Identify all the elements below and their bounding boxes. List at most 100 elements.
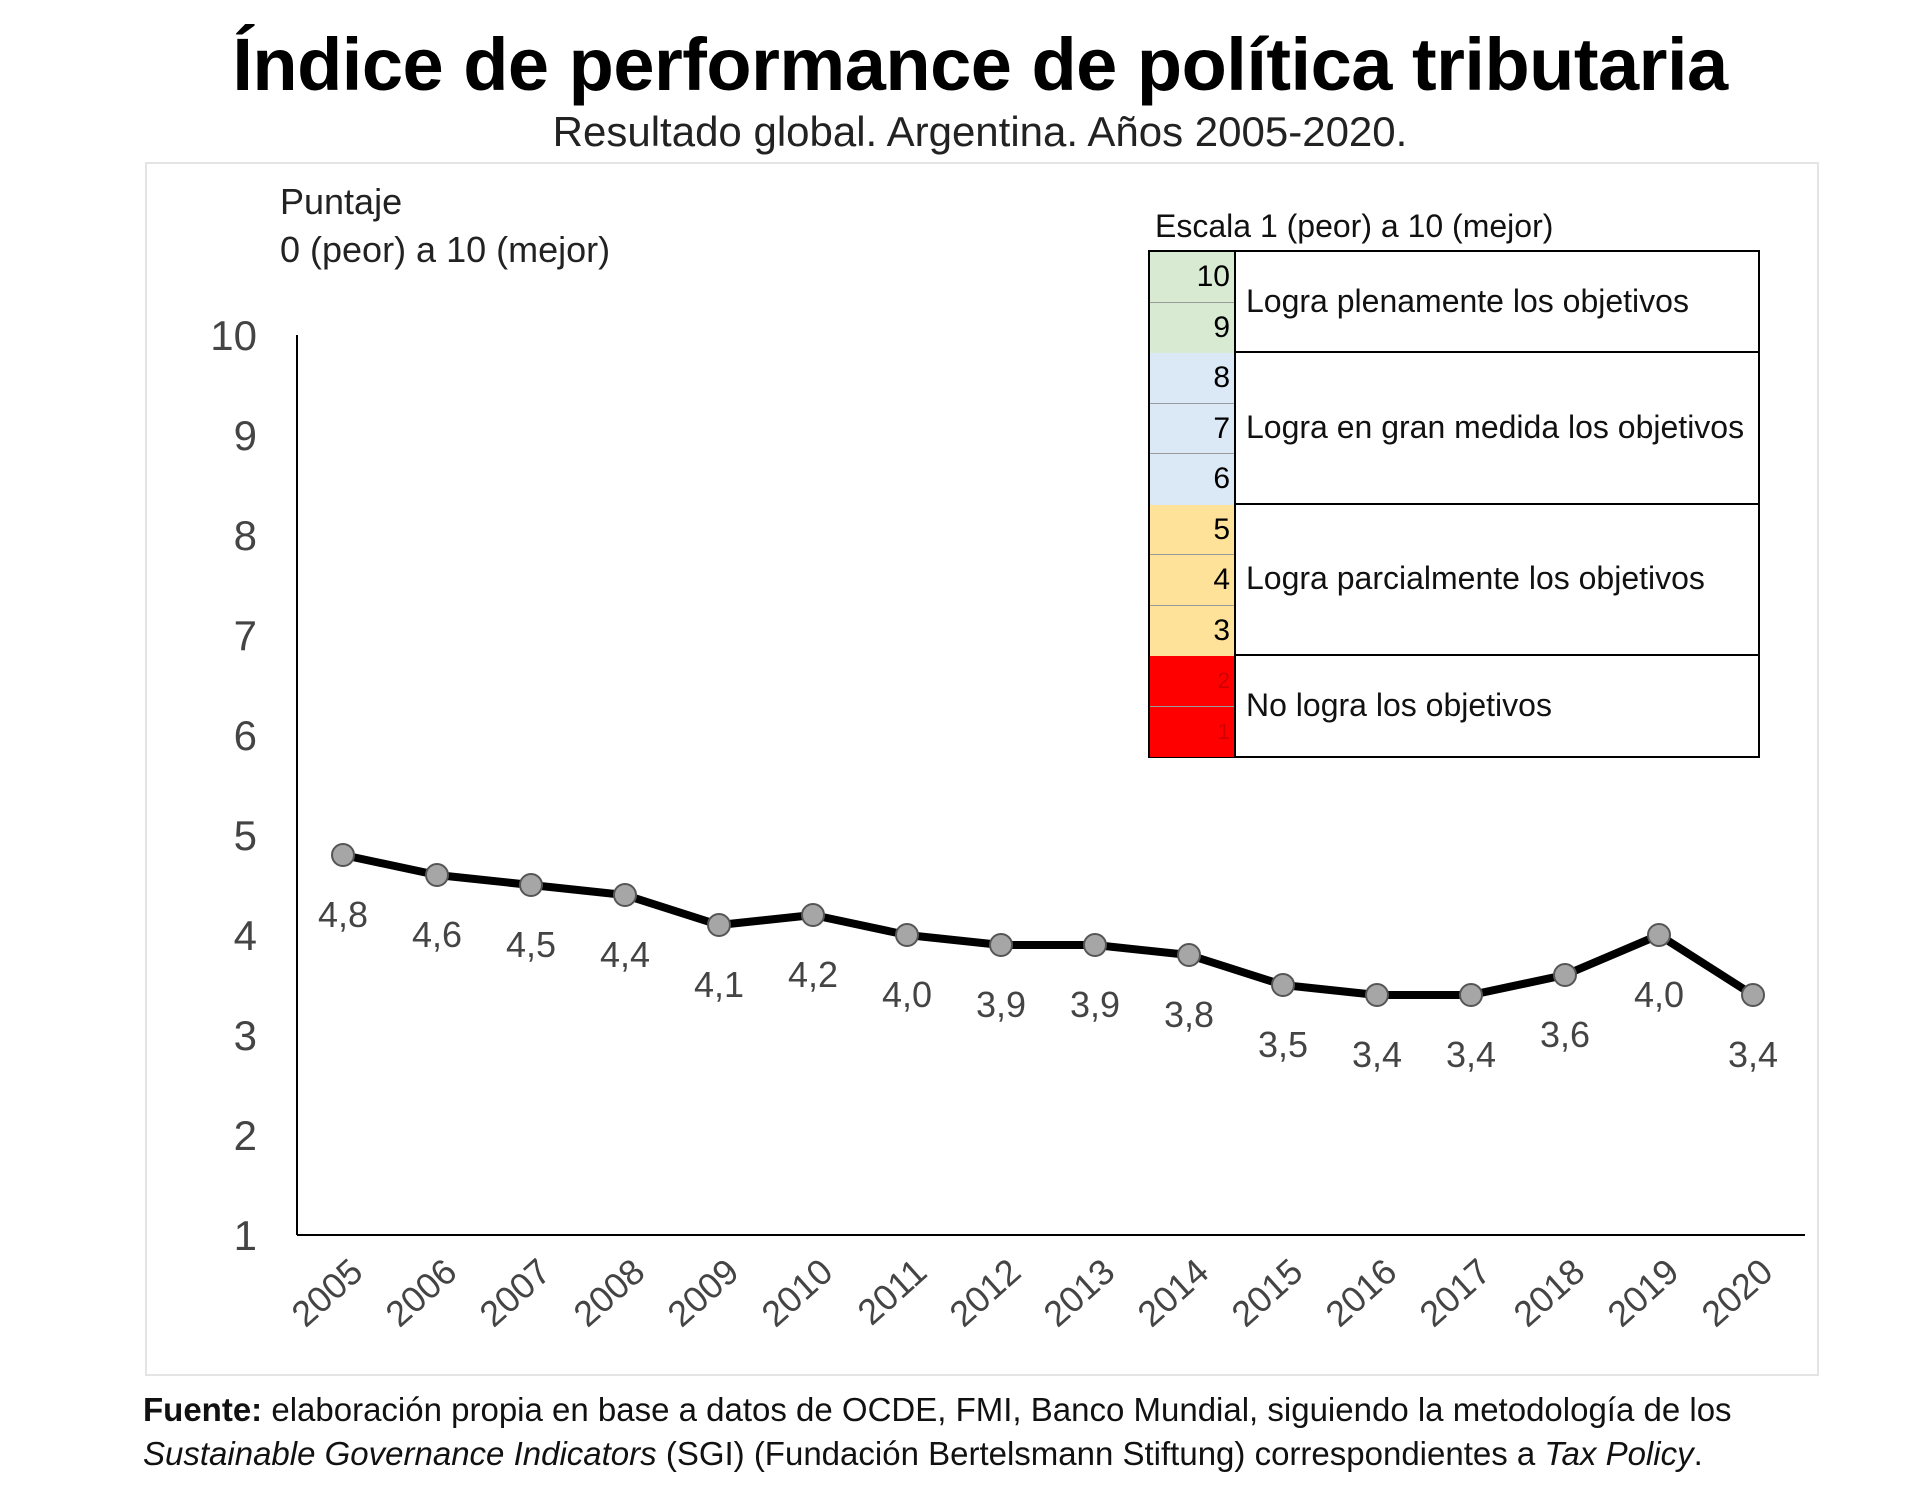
data-label: 4,0: [882, 974, 932, 1015]
legend-swatch-column: 10 9: [1150, 252, 1236, 353]
y-axis-label-line-2: 0 (peor) a 10 (mejor): [280, 229, 611, 270]
x-tick-label: 2008: [565, 1250, 652, 1334]
data-point: [1177, 943, 1201, 967]
legend-label: Logra en gran medida los objetivos: [1246, 408, 1745, 445]
legend-score-cell: 5: [1150, 504, 1234, 555]
y-tick-label: 3: [234, 1012, 257, 1059]
legend-group: 2 1 No logra los objetivos: [1150, 656, 1760, 757]
y-tick-label: 8: [234, 512, 257, 559]
legend-label: No logra los objetivos: [1246, 686, 1552, 723]
y-tick-label: 4: [234, 912, 257, 959]
legend-group: 8 7 6 Logra en gran medida los objetivos: [1150, 353, 1760, 505]
data-point: [1271, 973, 1295, 997]
y-tick-label: 1: [234, 1212, 257, 1259]
axes: [296, 335, 1805, 1236]
series-line: [342, 851, 1756, 999]
x-tick-label: 2017: [1411, 1250, 1498, 1334]
data-point: [1741, 983, 1765, 1007]
legend-score-cell: 6: [1150, 454, 1234, 505]
y-tick-label: 5: [234, 812, 257, 859]
source-note: Fuente: elaboración propia en base a dat…: [143, 1388, 1883, 1476]
y-tick-labels: 1 2 3 4 5 6 7 8 9 10: [210, 312, 257, 1259]
y-tick-label: 9: [234, 412, 257, 459]
data-point: [1647, 923, 1671, 947]
legend-score-cell: 10: [1150, 252, 1234, 303]
data-point: [707, 913, 731, 937]
legend-group: 5 4 3 Logra parcialmente los objetivos: [1150, 504, 1760, 656]
y-axis-label: Puntaje 0 (peor) a 10 (mejor): [280, 178, 610, 274]
source-text-2: (SGI) (Fundación Bertelsmann Stiftung) c…: [656, 1435, 1545, 1472]
legend-group: 10 9 Logra plenamente los objetivos: [1150, 252, 1760, 353]
x-tick-label: 2009: [659, 1250, 746, 1334]
data-label: 3,5: [1258, 1024, 1308, 1065]
data-label: 3,8: [1164, 994, 1214, 1035]
data-labels: 4,8 4,6 4,5 4,4 4,1 4,2 4,0 3,9 3,9 3,8 3,5 3,4 3,4 3…: [318, 894, 1778, 1075]
data-point: [1083, 933, 1107, 957]
data-label: 4,2: [788, 954, 838, 995]
legend-score-cell: 1: [1150, 706, 1234, 757]
x-tick-label: 2015: [1223, 1250, 1310, 1334]
source-italic-2: Tax Policy: [1544, 1435, 1694, 1472]
y-tick-label: 6: [234, 712, 257, 759]
x-tick-label: 2011: [849, 1250, 934, 1332]
x-tick-label: 2007: [471, 1250, 558, 1334]
data-point: [519, 873, 543, 897]
data-point: [1459, 983, 1483, 1007]
x-tick-label: 2013: [1035, 1250, 1122, 1334]
legend-score-cell: 9: [1150, 302, 1234, 353]
source-text-1: elaboración propia en base a datos de OC…: [262, 1391, 1732, 1428]
data-label: 3,4: [1352, 1034, 1402, 1075]
x-tick-label: 2020: [1693, 1250, 1780, 1334]
x-tick-label: 2010: [753, 1250, 840, 1334]
legend-score-cell: 3: [1150, 605, 1234, 656]
legend-title: Escala 1 (peor) a 10 (mejor): [1155, 208, 1554, 244]
data-points: [331, 843, 1765, 1007]
x-tick-label: 2006: [377, 1250, 464, 1334]
data-label: 3,6: [1540, 1014, 1590, 1055]
source-italic-1: Sustainable Governance Indicators: [143, 1435, 657, 1472]
data-point: [1553, 963, 1577, 987]
legend-score-cell: 2: [1150, 656, 1234, 707]
legend-score-cell: 7: [1150, 403, 1234, 454]
legend-label: Logra parcialmente los objetivos: [1246, 560, 1705, 597]
data-point: [425, 863, 449, 887]
x-tick-label: 2005: [283, 1250, 370, 1334]
data-label: 3,9: [976, 984, 1026, 1025]
data-point: [331, 843, 355, 867]
x-tick-label: 2018: [1505, 1250, 1592, 1334]
data-label: 4,6: [412, 914, 462, 955]
source-end: .: [1693, 1435, 1703, 1472]
data-label: 3,4: [1446, 1034, 1496, 1075]
data-label: 4,4: [600, 934, 650, 975]
legend-label: Logra plenamente los objetivos: [1246, 282, 1689, 319]
chart-title: Índice de performance de política tribut…: [232, 23, 1728, 106]
legend-score-cell: 8: [1150, 353, 1234, 404]
y-axis-label-line-1: Puntaje: [280, 181, 403, 222]
x-tick-label: 2019: [1599, 1250, 1686, 1334]
data-point: [895, 923, 919, 947]
legend: 10 9 Logra plenamente los objetivos 8 7 6 Logr…: [1148, 250, 1760, 758]
data-point: [613, 883, 637, 907]
data-label: 4,5: [506, 924, 556, 965]
data-label: 3,4: [1728, 1034, 1778, 1075]
data-point: [989, 933, 1013, 957]
y-tick-label: 10: [210, 312, 257, 359]
chart-subtitle: Resultado global. Argentina. Años 2005-2…: [552, 108, 1408, 155]
legend-score-cell: 4: [1150, 555, 1234, 606]
data-label: 4,1: [694, 964, 744, 1005]
x-tick-labels: 2005 2006 2007 2008 2009 2010 2011 2012 2013 2014…: [283, 1250, 1780, 1334]
x-tick-label: 2012: [941, 1250, 1028, 1334]
x-tick-label: 2014: [1129, 1250, 1216, 1334]
x-tick-label: 2016: [1317, 1250, 1404, 1334]
y-tick-label: 2: [234, 1112, 257, 1159]
y-tick-label: 7: [234, 612, 257, 659]
source-label: Fuente:: [143, 1391, 263, 1428]
data-point: [1365, 983, 1389, 1007]
data-label: 4,0: [1634, 974, 1684, 1015]
data-label: 4,8: [318, 894, 368, 935]
data-label: 3,9: [1070, 984, 1120, 1025]
